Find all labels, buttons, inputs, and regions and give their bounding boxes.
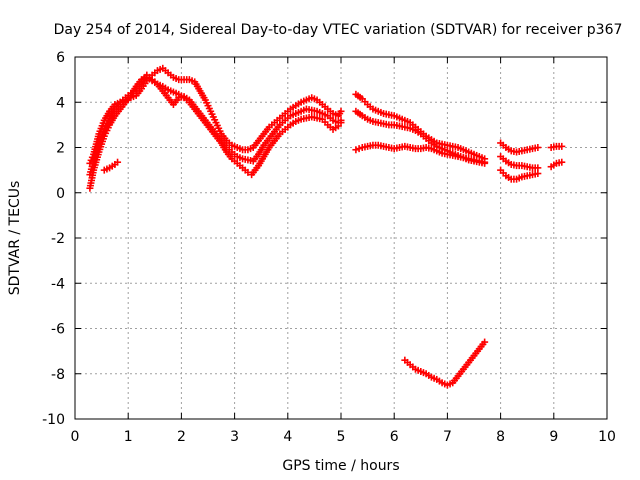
series-track-13 bbox=[401, 338, 489, 389]
x-tick-label: 10 bbox=[598, 429, 616, 445]
x-tick-label: 9 bbox=[549, 429, 558, 445]
y-tick-label: -4 bbox=[51, 276, 65, 292]
series-track-8 bbox=[497, 139, 542, 156]
y-tick-labels: -10 -8 -6 -4 -2 0 2 4 6 bbox=[42, 50, 65, 428]
y-tick-label: 2 bbox=[56, 141, 65, 157]
data-point bbox=[534, 144, 542, 151]
series-track-6 bbox=[352, 107, 489, 167]
data-point bbox=[558, 142, 566, 150]
y-tick-label: 6 bbox=[56, 50, 65, 66]
x-tick-labels: 0 1 2 3 4 5 6 7 8 9 10 bbox=[71, 429, 616, 445]
y-tick-label: 4 bbox=[56, 95, 65, 111]
data-point bbox=[337, 107, 345, 115]
x-tick-label: 3 bbox=[230, 429, 239, 445]
series-track-7 bbox=[352, 141, 489, 166]
series-track-3 bbox=[86, 64, 345, 167]
series-track-10 bbox=[497, 166, 542, 183]
y-tick-label: 0 bbox=[56, 186, 65, 202]
plot-frame bbox=[74, 56, 608, 420]
x-tick-label: 8 bbox=[496, 429, 505, 445]
x-tick-label: 7 bbox=[443, 429, 452, 445]
data-point bbox=[481, 158, 489, 166]
chart-title: Day 254 of 2014, Sidereal Day-to-day VTE… bbox=[54, 22, 623, 38]
series-track-11 bbox=[547, 142, 566, 151]
y-tick-label: -2 bbox=[51, 231, 65, 247]
series-track-4 bbox=[100, 158, 122, 174]
y-axis-label: SDTVAR / TECUs bbox=[7, 181, 23, 296]
data-point bbox=[355, 145, 363, 153]
y-tick-label: -6 bbox=[51, 322, 65, 338]
x-tick-label: 5 bbox=[337, 429, 346, 445]
x-tick-label: 2 bbox=[177, 429, 186, 445]
series-track-9 bbox=[497, 153, 542, 172]
y-tick-label: -10 bbox=[42, 412, 65, 428]
series-track-12 bbox=[547, 158, 566, 171]
y-tick-label: -8 bbox=[51, 367, 65, 383]
data-point bbox=[337, 116, 345, 124]
x-tick-label: 6 bbox=[390, 429, 399, 445]
data-point bbox=[114, 158, 122, 166]
data-point bbox=[558, 158, 566, 166]
x-axis-label: GPS time / hours bbox=[282, 458, 399, 474]
data-point bbox=[534, 170, 542, 178]
data-point bbox=[352, 146, 360, 154]
x-tick-label: 0 bbox=[71, 429, 80, 445]
x-tick-label: 1 bbox=[124, 429, 133, 445]
x-tick-label: 4 bbox=[283, 429, 292, 445]
data-point bbox=[481, 338, 489, 346]
data-points bbox=[86, 64, 566, 389]
